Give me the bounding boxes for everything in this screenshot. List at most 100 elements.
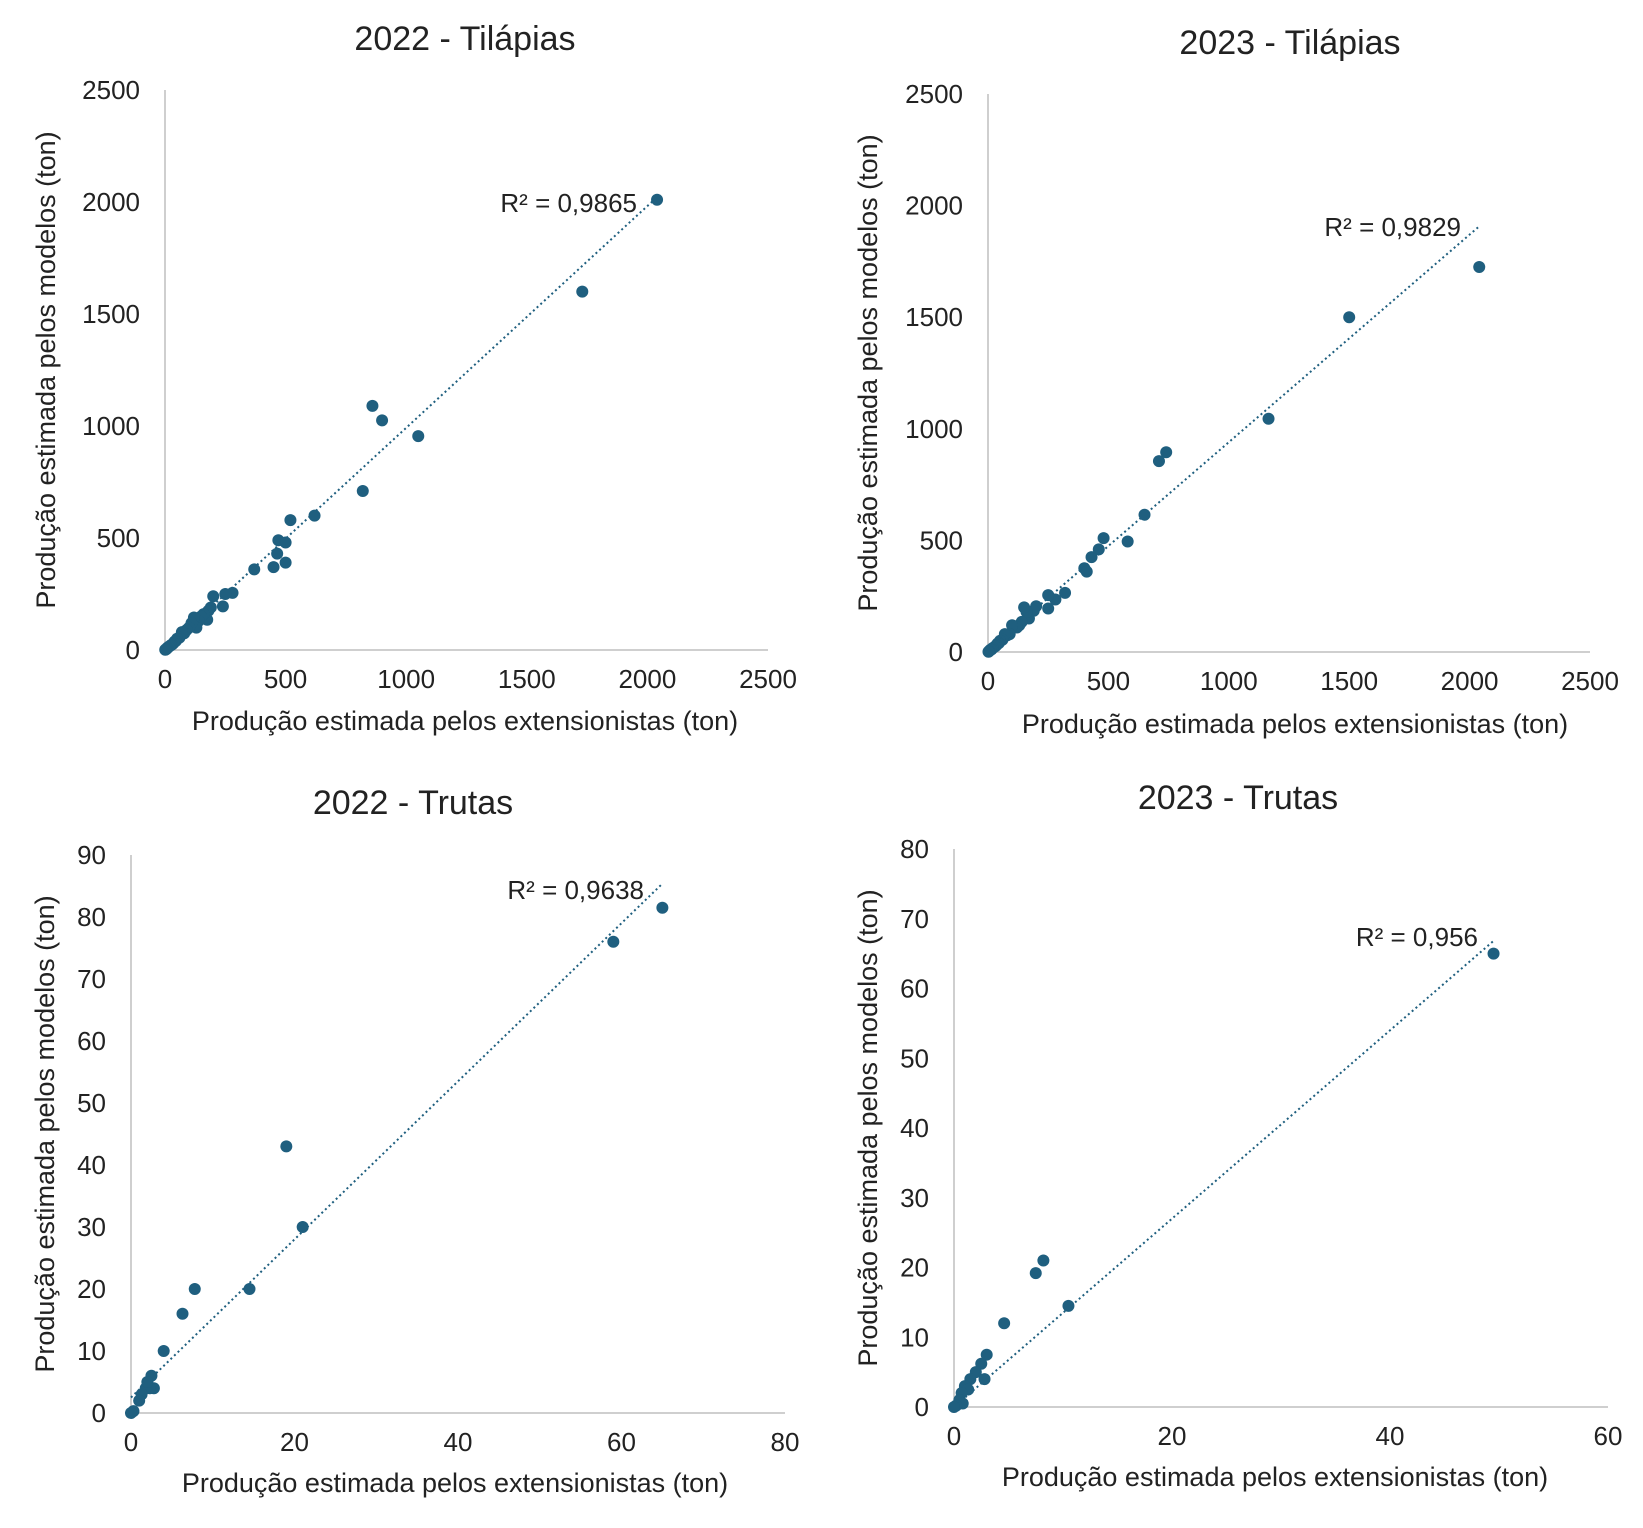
y-tick-label: 1000 (82, 411, 140, 441)
chart-title: 2022 - Tilápias (354, 20, 575, 58)
data-point (219, 588, 232, 600)
x-tick-label: 1000 (377, 664, 435, 694)
data-point (356, 484, 369, 497)
y-tick-label: 1000 (905, 414, 963, 444)
y-axis-label: Produção estimada pelos modelos (ton) (31, 131, 61, 608)
y-tick-label: 60 (900, 974, 929, 1004)
x-tick-label: 1500 (498, 664, 556, 694)
x-tick-label: 20 (280, 1427, 309, 1457)
data-point (267, 561, 280, 574)
data-point (1037, 1254, 1050, 1267)
data-point (248, 563, 261, 576)
x-axis-label: Produção estimada pelos extensionistas (… (1022, 709, 1568, 739)
data-point (366, 399, 379, 412)
trendline (130, 882, 664, 1399)
y-tick-label: 10 (77, 1336, 106, 1366)
y-tick-label: 80 (77, 902, 106, 932)
x-tick-label: 2000 (618, 664, 676, 694)
r-squared-label: R² = 0,9829 (1324, 212, 1461, 242)
data-point (279, 556, 292, 569)
data-point (1343, 311, 1356, 324)
x-axis-label: Produção estimada pelos extensionistas (… (192, 706, 738, 736)
data-point (1018, 601, 1031, 614)
data-point (280, 1140, 293, 1153)
data-point (1042, 602, 1055, 615)
y-tick-label: 50 (900, 1043, 929, 1073)
chart-2023-trutas: 2023 - Trutas 0 10 20 30 40 50 60 70 80 0 20 40 60 Pro… (853, 779, 1623, 1492)
data-point (948, 1401, 960, 1413)
y-tick-label: 50 (77, 1088, 106, 1118)
data-point (157, 1345, 170, 1357)
trendline (987, 225, 1480, 651)
data-point (271, 547, 284, 560)
data-point (1121, 535, 1134, 548)
y-tick-label: 1500 (82, 299, 140, 329)
y-tick-label: 1500 (905, 302, 963, 332)
x-tick-label: 20 (1158, 1421, 1187, 1451)
x-tick-label: 0 (158, 664, 172, 694)
data-point (1152, 455, 1165, 468)
y-tick-label: 2000 (82, 187, 140, 217)
data-point (243, 1283, 256, 1295)
r-squared-label: R² = 0,956 (1356, 922, 1478, 952)
y-tick-label: 500 (920, 525, 963, 555)
y-axis-label: Produção estimada pelos modelos (ton) (853, 889, 883, 1366)
data-point (133, 1394, 146, 1407)
x-tick-label: 0 (981, 666, 995, 696)
chart-2022-trutas: 2022 - Trutas 0 10 20 30 40 50 60 70 80 90 0 20 40 60 8… (30, 784, 800, 1498)
x-tick-label: 2500 (1561, 666, 1619, 696)
data-point (188, 1283, 201, 1295)
x-axis-label: Produção estimada pelos extensionistas (… (1002, 1462, 1548, 1492)
data-point (284, 514, 297, 527)
data-point (1080, 565, 1093, 578)
y-tick-label: 30 (900, 1183, 929, 1213)
data-point (982, 645, 995, 658)
chart-2023-tilapias: 2023 - Tilápias 0 500 1000 1500 2000 2500 0 500 1… (853, 24, 1619, 739)
data-point (279, 536, 292, 549)
x-tick-label: 40 (1376, 1421, 1405, 1451)
data-point (176, 1307, 189, 1320)
x-tick-label: 500 (264, 664, 307, 694)
data-point (978, 1373, 991, 1386)
data-point (216, 600, 229, 613)
x-axis-label: Produção estimada pelos extensionistas (… (182, 1468, 728, 1498)
y-tick-label: 80 (900, 834, 929, 864)
y-tick-label: 70 (900, 904, 929, 934)
y-tick-label: 0 (126, 635, 140, 665)
y-axis-label: Produção estimada pelos modelos (ton) (853, 134, 883, 611)
data-point (296, 1221, 309, 1233)
data-point (308, 509, 321, 522)
x-tick-label: 80 (771, 1427, 800, 1457)
data-point (159, 643, 172, 656)
data-point (607, 935, 620, 948)
y-tick-label: 0 (949, 637, 963, 667)
x-tick-label: 60 (1594, 1421, 1623, 1451)
data-point (1487, 947, 1500, 960)
data-point (1042, 589, 1055, 602)
data-point (1097, 532, 1110, 545)
data-point (651, 193, 664, 206)
data-point (1029, 1267, 1042, 1280)
x-tick-label: 60 (607, 1427, 636, 1457)
trendline (953, 940, 1495, 1408)
chart-title: 2023 - Trutas (1138, 779, 1338, 817)
data-point (1059, 586, 1072, 599)
x-tick-label: 0 (124, 1427, 138, 1457)
data-point (1138, 508, 1151, 521)
data-point (1160, 446, 1173, 459)
y-tick-label: 10 (900, 1322, 929, 1352)
y-axis-label: Produção estimada pelos modelos (ton) (30, 895, 60, 1372)
y-tick-label: 20 (900, 1253, 929, 1283)
x-tick-label: 500 (1087, 666, 1130, 696)
data-point (656, 901, 669, 914)
y-tick-label: 0 (92, 1398, 106, 1428)
x-tick-label: 2000 (1441, 666, 1499, 696)
y-tick-label: 2000 (905, 191, 963, 221)
chart-title: 2022 - Trutas (313, 784, 513, 822)
y-tick-label: 40 (77, 1150, 106, 1180)
data-point (376, 414, 389, 427)
r-squared-label: R² = 0,9865 (500, 188, 637, 218)
y-tick-label: 30 (77, 1212, 106, 1242)
y-tick-label: 40 (900, 1113, 929, 1143)
